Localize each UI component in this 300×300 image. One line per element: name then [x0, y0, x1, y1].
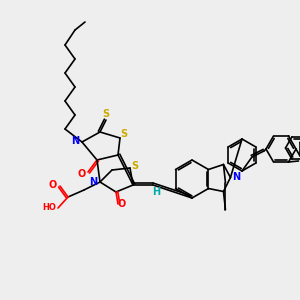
Text: N: N	[232, 172, 241, 182]
Text: HO: HO	[42, 203, 56, 212]
Text: S: S	[102, 109, 110, 119]
Text: N: N	[71, 136, 79, 146]
Text: H: H	[152, 187, 160, 197]
Text: S: S	[120, 129, 128, 139]
Text: N: N	[89, 177, 97, 187]
Text: S: S	[131, 161, 139, 171]
Text: O: O	[49, 180, 57, 190]
Text: O: O	[78, 169, 86, 179]
Text: O: O	[118, 199, 126, 209]
